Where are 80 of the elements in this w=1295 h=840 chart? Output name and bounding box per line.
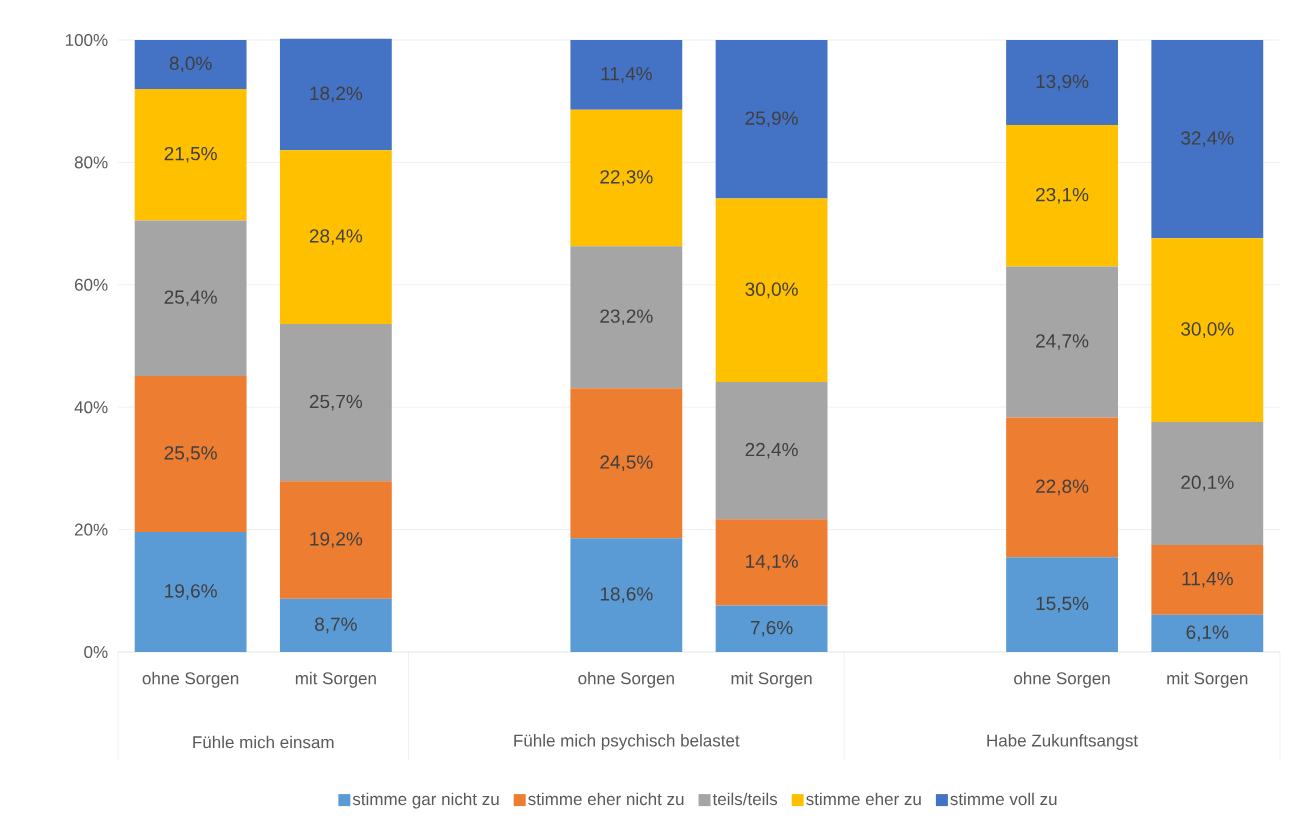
legend-label: stimme eher nicht zu xyxy=(528,792,684,806)
bar xyxy=(279,481,392,599)
bar xyxy=(1151,39,1264,239)
data-label: 25,9% xyxy=(745,111,798,128)
bar xyxy=(134,39,247,89)
bar xyxy=(279,38,392,151)
bar xyxy=(570,388,683,539)
data-label: 21,5% xyxy=(164,146,217,163)
bar xyxy=(570,109,683,247)
data-label: 18,2% xyxy=(310,86,363,103)
y-tick-label: 60% xyxy=(74,278,108,291)
data-label: 19,2% xyxy=(310,532,363,548)
legend-label: stimme eher zu xyxy=(806,792,921,806)
text: Fühle mich einsam xyxy=(193,735,334,749)
data-label: 18,6% xyxy=(600,587,653,603)
legend-label: teils/teils xyxy=(712,792,778,806)
bar xyxy=(1006,125,1118,267)
bar xyxy=(279,598,392,652)
text: Habe Zukunftsangst xyxy=(987,734,1138,750)
legend-label: stimme gar nicht zu xyxy=(352,792,499,809)
bar xyxy=(715,519,828,606)
data-label: 22,8% xyxy=(1036,479,1089,496)
data-label: 6,1% xyxy=(1186,625,1229,642)
data-label: 24,7% xyxy=(1036,334,1089,350)
bar xyxy=(1006,417,1118,558)
bar xyxy=(1151,614,1264,652)
data-label: 14,1% xyxy=(746,554,798,571)
bar xyxy=(1151,238,1264,422)
y-tick-label: 20% xyxy=(74,523,108,536)
bar xyxy=(134,375,247,533)
bar xyxy=(715,39,828,199)
y-tick-label: 0% xyxy=(84,645,108,659)
data-label: 24,5% xyxy=(600,455,653,472)
data-label: 23,1% xyxy=(1036,187,1089,204)
data-label: 13,9% xyxy=(1036,74,1089,91)
bar xyxy=(134,220,247,376)
x-tick-label: mit Sorgen xyxy=(1167,671,1248,688)
bar xyxy=(279,150,392,324)
bar xyxy=(715,605,828,652)
bar xyxy=(1006,39,1118,126)
data-label: 22,4% xyxy=(745,442,798,459)
data-label: 7,6% xyxy=(750,620,793,637)
data-label: 30,0% xyxy=(745,282,798,299)
bar xyxy=(570,39,683,110)
x-tick-label: ohne Sorgen xyxy=(142,671,239,688)
data-label: 23,2% xyxy=(600,309,653,326)
data-label: 22,3% xyxy=(600,170,653,186)
data-label: 25,4% xyxy=(164,290,217,307)
data-label: 8,7% xyxy=(315,617,357,634)
x-tick-label: ohne Sorgen xyxy=(1014,671,1110,688)
data-label: 19,6% xyxy=(165,584,217,600)
data-label: 15,5% xyxy=(1036,596,1089,613)
legend-label: stimme voll zu xyxy=(950,792,1057,806)
bar xyxy=(1151,421,1264,545)
data-label: 11,4% xyxy=(601,67,652,83)
bar xyxy=(715,198,828,383)
bar xyxy=(715,382,828,520)
data-label: 30,0% xyxy=(1181,322,1234,338)
bar xyxy=(134,88,247,221)
data-label: 28,4% xyxy=(309,229,363,245)
y-tick-label: 100% xyxy=(65,33,108,47)
bar xyxy=(1006,266,1118,418)
bar xyxy=(1151,544,1264,615)
text: Fühle mich psychisch belastet xyxy=(514,734,740,750)
bar xyxy=(279,323,392,482)
data-label: 11,4% xyxy=(1182,571,1233,588)
bar xyxy=(1006,557,1118,652)
x-tick-label: mit Sorgen xyxy=(295,671,376,688)
x-tick-label: ohne Sorgen xyxy=(578,671,674,688)
data-label: 25,7% xyxy=(309,394,363,411)
bar xyxy=(134,532,247,652)
data-label: 20,1% xyxy=(1181,475,1234,492)
y-tick-label: 80% xyxy=(74,156,108,169)
bar xyxy=(570,246,683,389)
data-label: 8,0% xyxy=(169,56,212,73)
x-tick-label: mit Sorgen xyxy=(731,671,812,688)
data-label: 25,5% xyxy=(164,446,217,462)
y-tick-label: 40% xyxy=(74,401,108,414)
bar xyxy=(570,538,683,652)
data-label: 32,4% xyxy=(1181,131,1234,147)
